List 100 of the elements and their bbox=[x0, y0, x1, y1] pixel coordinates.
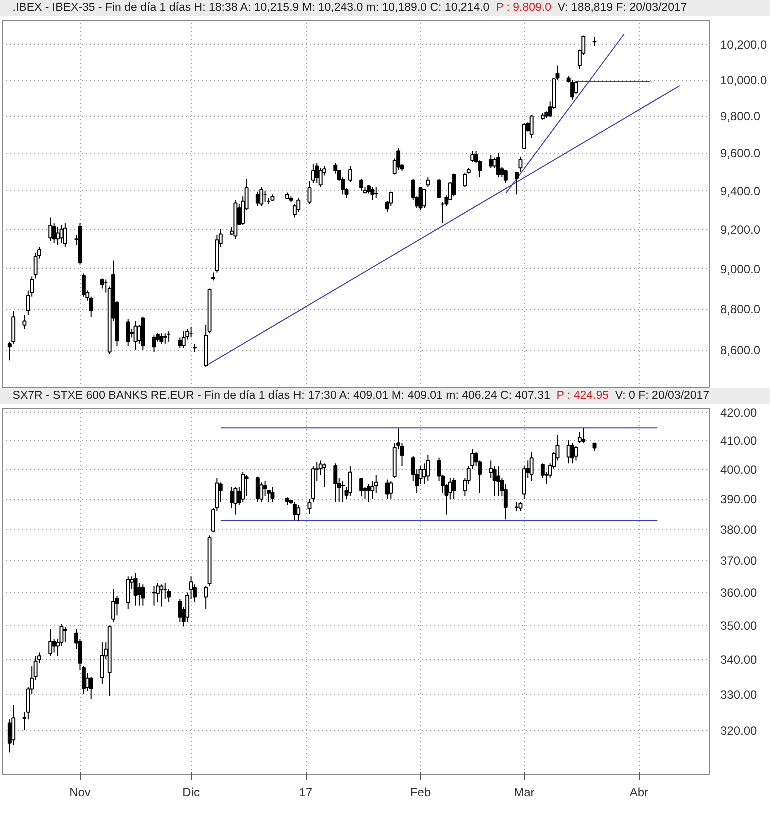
y-tick-label: 10,200.0 bbox=[720, 38, 768, 52]
candlestick bbox=[178, 337, 182, 349]
candlestick bbox=[60, 225, 64, 244]
candlestick bbox=[463, 172, 468, 188]
candlestick bbox=[270, 486, 275, 503]
candlestick bbox=[418, 186, 423, 211]
candlestick bbox=[292, 502, 297, 521]
candlestick bbox=[52, 638, 56, 654]
candlestick bbox=[370, 186, 375, 201]
candlestick bbox=[100, 278, 104, 290]
candlestick bbox=[48, 628, 53, 657]
chart-title: SX7R - STXE 600 BANKS RE.EUR - Fin de día 1 días H: 17:30 A: 409.01 M: 409.01 m: 406.24 C: 407.31 bbox=[12, 390, 550, 402]
y-tick-label: 400.00 bbox=[720, 462, 758, 477]
candlestick bbox=[496, 466, 500, 497]
candlestick bbox=[574, 446, 578, 462]
candlestick bbox=[178, 598, 182, 623]
candlestick bbox=[570, 442, 575, 464]
candlestick bbox=[348, 466, 352, 497]
candlestick bbox=[504, 170, 508, 184]
candlestick bbox=[530, 452, 534, 482]
candlestick bbox=[89, 676, 94, 700]
candlestick bbox=[515, 171, 519, 196]
candlestick bbox=[204, 586, 208, 610]
candlestick bbox=[385, 479, 390, 500]
candlestick bbox=[437, 178, 442, 200]
candlestick bbox=[256, 191, 260, 207]
candlestick bbox=[470, 150, 475, 164]
candlestick bbox=[318, 168, 323, 188]
candlestick bbox=[422, 188, 426, 209]
x-tick-label: Dic bbox=[182, 786, 200, 800]
y-tick-label: 330.00 bbox=[720, 688, 758, 702]
y-tick-label: 360.00 bbox=[720, 586, 758, 600]
candlestick bbox=[496, 152, 500, 178]
y-tick-label: 8,600.0 bbox=[720, 344, 761, 358]
text: V: 188,819 F: 20/03/2017 bbox=[558, 2, 688, 14]
candlestick bbox=[489, 154, 494, 169]
x-tick-label: Mar bbox=[514, 786, 535, 800]
chart-subtitle: P : 9,809.0 bbox=[496, 2, 552, 14]
candlestick bbox=[156, 582, 160, 604]
candlestick bbox=[308, 180, 312, 205]
candlestick bbox=[82, 273, 86, 298]
candlestick bbox=[518, 156, 523, 172]
y-tick-label: 410.00 bbox=[720, 434, 758, 448]
y-tick-label: 370.00 bbox=[720, 554, 758, 568]
candlestick bbox=[389, 480, 394, 500]
y-tick-label: 420.00 bbox=[720, 406, 758, 420]
candlestick bbox=[582, 428, 586, 444]
candlestick bbox=[452, 173, 456, 198]
candlestick bbox=[182, 331, 186, 349]
candlestick bbox=[152, 586, 156, 606]
y-tick-label: 9,800.0 bbox=[720, 110, 761, 124]
candlestick bbox=[311, 164, 316, 184]
candlestick bbox=[574, 80, 578, 95]
candlestick bbox=[334, 463, 338, 503]
candlestick bbox=[360, 178, 364, 192]
candlestick bbox=[263, 480, 268, 497]
candlestick bbox=[163, 333, 168, 344]
y-tick-label: 9,600.0 bbox=[720, 146, 761, 161]
candlestick bbox=[126, 318, 130, 347]
candlestick bbox=[348, 166, 352, 183]
candlestick bbox=[160, 333, 164, 344]
candlestick bbox=[260, 186, 264, 207]
candlestick bbox=[126, 576, 130, 610]
y-tick-label: 350.00 bbox=[720, 619, 758, 634]
candlestick bbox=[515, 502, 519, 512]
candlestick bbox=[341, 480, 346, 503]
candlestick bbox=[112, 588, 116, 623]
x-tick-label: Abr bbox=[630, 786, 649, 800]
candlestick bbox=[160, 584, 164, 608]
candlestick bbox=[22, 314, 27, 330]
candlestick bbox=[256, 476, 260, 503]
candlestick bbox=[374, 186, 378, 200]
x-tick-label: Feb bbox=[410, 786, 432, 800]
candlestick bbox=[56, 226, 60, 246]
text: V: 0 F: 20/03/2017 bbox=[615, 390, 710, 402]
chart-title: .IBEX - IBEX-35 - Fin de día 1 días H: 18:38 A: 10,215.9 M: 10,243.0 m: 10,189.0 C: 10,214.0 bbox=[12, 2, 490, 14]
candlestick bbox=[48, 217, 53, 242]
candlestick bbox=[308, 498, 312, 515]
candlestick bbox=[315, 162, 320, 184]
candlestick bbox=[426, 177, 430, 188]
candlestick bbox=[234, 486, 238, 516]
y-tick-label: 380.00 bbox=[720, 522, 758, 537]
chart-subtitle: P : 424.95 bbox=[556, 390, 610, 402]
candlestick bbox=[141, 584, 146, 606]
candlestick bbox=[396, 148, 401, 171]
candlestick bbox=[570, 80, 575, 100]
y-tick-label: 340.00 bbox=[720, 653, 758, 668]
y-tick-label: 390.00 bbox=[720, 492, 758, 507]
y-tick-label: 9,400.0 bbox=[720, 184, 761, 198]
candlestick bbox=[578, 432, 582, 444]
candlestick bbox=[360, 478, 364, 497]
candlestick bbox=[244, 474, 249, 497]
x-tick-label: Nov bbox=[70, 786, 91, 800]
y-tick-label: 320.00 bbox=[720, 724, 758, 738]
candlestick bbox=[100, 642, 104, 684]
candlestick bbox=[530, 114, 534, 139]
y-tick-label: 10,000.0 bbox=[720, 74, 768, 88]
candlestick bbox=[63, 626, 68, 644]
candlestick bbox=[426, 454, 430, 482]
y-tick-label: 8,800.0 bbox=[720, 302, 761, 317]
